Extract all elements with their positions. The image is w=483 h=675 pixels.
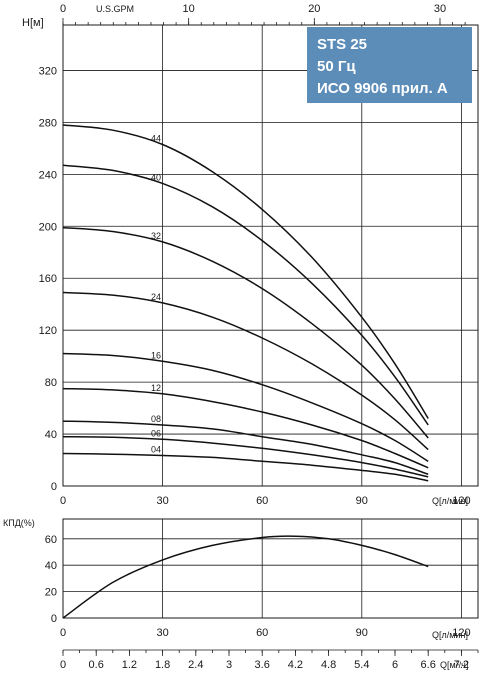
m3h-axis-label: Q[м³/ч] (440, 660, 468, 670)
eff-y-tick-label: 20 (45, 587, 57, 599)
gpm-tick-label: 0 (60, 3, 66, 15)
legend-box: STS 25 50 Гц ИСО 9906 прил. А (307, 27, 472, 103)
m3h-tick-label: 0.6 (89, 659, 104, 671)
m3h-axis: 00.61.21.82.433.64.24.85.466.67.27.8 (60, 649, 479, 671)
eff-x-tick-label: 90 (356, 627, 368, 639)
head-x-axis-label: Q[л/мин] (432, 496, 468, 506)
m3h-tick-label: 1.8 (155, 659, 170, 671)
eff-x-tick-label: 60 (256, 627, 268, 639)
head-curve-label-08: 08 (151, 414, 161, 424)
m3h-tick-label: 3 (226, 659, 232, 671)
head-curve-label-12: 12 (151, 383, 161, 393)
head-curve-label-40: 40 (151, 172, 161, 182)
head-x-tick-label: 120 (452, 495, 470, 507)
m3h-tick-label: 1.2 (122, 659, 137, 671)
head-curve-44 (62, 124, 429, 419)
m3h-tick-label: 6 (392, 659, 398, 671)
m3h-tick-label: 5.4 (354, 659, 369, 671)
head-curve-label-24: 24 (151, 292, 161, 302)
m3h-tick-label: 7.2 (454, 659, 469, 671)
head-y-tick-label: 120 (39, 325, 57, 337)
head-x-tick-label: 30 (156, 495, 168, 507)
gpm-tick-label: 20 (308, 3, 320, 15)
m3h-tick-label: 2.4 (188, 659, 203, 671)
head-x-tick-label: 60 (256, 495, 268, 507)
head-curve-40 (62, 164, 429, 426)
gpm-axis-label: U.S.GPM (96, 4, 134, 14)
head-curve-06 (62, 435, 429, 478)
head-y-tick-label: 200 (39, 221, 57, 233)
head-plot-frame (62, 24, 479, 487)
head-curve-label-44: 44 (151, 133, 161, 143)
head-y-tick-label: 160 (39, 273, 57, 285)
m3h-tick-label: 0 (60, 659, 66, 671)
head-y-tick-label: 80 (45, 377, 57, 389)
head-y-tick-label: 40 (45, 429, 57, 441)
legend-model: STS 25 (317, 36, 368, 53)
eff-x-tick-label: 0 (60, 627, 66, 639)
eff-y-tick-label: 40 (45, 560, 57, 572)
head-curve-16 (62, 352, 429, 462)
head-curve-12 (62, 387, 429, 469)
head-y-tick-label: 320 (39, 65, 57, 77)
legend-frequency: 50 Гц (317, 58, 356, 75)
head-x-tick-label: 90 (356, 495, 368, 507)
head-curve-32 (62, 226, 429, 439)
head-y-tick-label: 0 (51, 481, 57, 493)
eff-y-tick-label: 0 (51, 613, 57, 625)
head-curve-label-04: 04 (151, 444, 161, 454)
efficiency-chart: 0 20 40 60 0 30 60 90 120 (45, 518, 479, 639)
head-curve-04 (62, 452, 429, 482)
head-y-axis-label: H[м] (22, 17, 44, 29)
legend-standard: ИСО 9906 прил. А (317, 80, 448, 97)
m3h-tick-label: 3.6 (255, 659, 270, 671)
eff-y-axis-label: КПД(%) (3, 518, 35, 528)
gpm-tick-label: 10 (183, 3, 195, 15)
eff-plot-frame (62, 518, 479, 619)
head-curve-label-16: 16 (151, 350, 161, 360)
head-curve-08 (62, 420, 429, 476)
eff-curve (62, 535, 429, 619)
head-curve-label-32: 32 (151, 231, 161, 241)
eff-x-axis-label: Q[л/мин] (432, 630, 468, 640)
m3h-tick-label: 4.8 (321, 659, 336, 671)
head-x-tick-label: 0 (60, 495, 66, 507)
eff-x-tick-label: 30 (156, 627, 168, 639)
head-y-tick-label: 280 (39, 117, 57, 129)
eff-y-tick-label: 60 (45, 534, 57, 546)
gpm-tick-label: 30 (434, 3, 446, 15)
head-y-tick-label: 240 (39, 169, 57, 181)
m3h-tick-label: 4.2 (288, 659, 303, 671)
head-curve-24 (62, 291, 429, 451)
m3h-tick-label: 6.6 (421, 659, 436, 671)
head-curve-label-06: 06 (151, 428, 161, 438)
eff-x-tick-label: 120 (452, 627, 470, 639)
